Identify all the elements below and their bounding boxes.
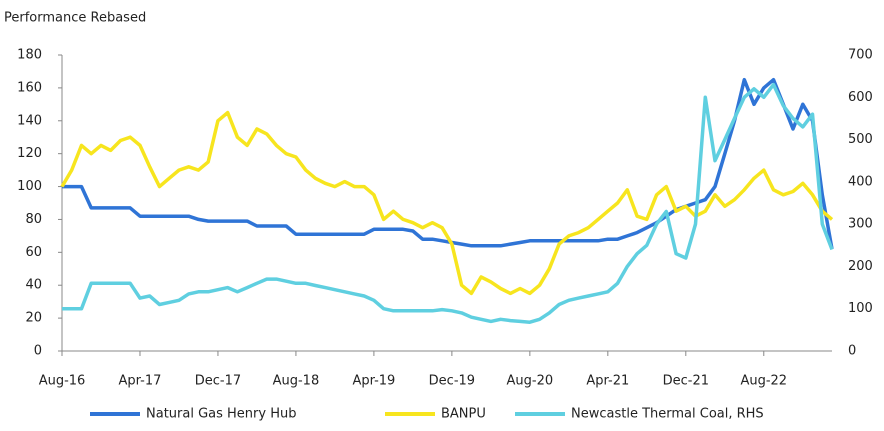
x-tick-label: Aug-22	[740, 374, 787, 389]
x-tick-label: Apr-21	[586, 374, 629, 389]
x-tick-label: Aug-18	[273, 374, 320, 389]
x-tick-label: Dec-17	[195, 374, 241, 389]
y2-tick-label: 200	[848, 259, 873, 274]
y2-tick-label: 500	[848, 132, 873, 147]
series-line	[62, 82, 834, 324]
x-tick-label: Apr-19	[352, 374, 395, 389]
x-tick-label: Dec-19	[429, 374, 475, 389]
legend-label: BANPU	[441, 407, 486, 422]
series-line	[60, 110, 834, 296]
y-tick-label: 180	[17, 48, 42, 63]
y2-tick-label: 600	[848, 90, 873, 105]
y-tick-label: 60	[25, 245, 42, 260]
y2-tick-label: 700	[848, 48, 873, 63]
y2-tick-label: 0	[848, 344, 856, 359]
y-tick-label: 80	[25, 212, 42, 227]
chart-title: Performance Rebased	[4, 11, 146, 26]
y-tick-label: 120	[17, 146, 42, 161]
y-tick-label: 100	[17, 179, 42, 194]
series-line	[62, 77, 834, 250]
y-tick-label: 0	[34, 344, 42, 359]
x-tick-label: Dec-21	[663, 374, 709, 389]
y-tick-label: 160	[17, 80, 42, 95]
y-tick-label: 40	[25, 278, 42, 293]
y2-tick-label: 100	[848, 301, 873, 316]
x-tick-label: Apr-17	[119, 374, 162, 389]
y2-tick-label: 400	[848, 174, 873, 189]
x-tick-label: Aug-16	[39, 374, 86, 389]
y-tick-label: 20	[25, 311, 42, 326]
legend-label: Newcastle Thermal Coal, RHS	[571, 407, 764, 422]
y2-tick-label: 300	[848, 217, 873, 232]
x-tick-label: Aug-20	[507, 374, 554, 389]
legend-label: Natural Gas Henry Hub	[146, 407, 296, 422]
y-tick-label: 140	[17, 113, 42, 128]
